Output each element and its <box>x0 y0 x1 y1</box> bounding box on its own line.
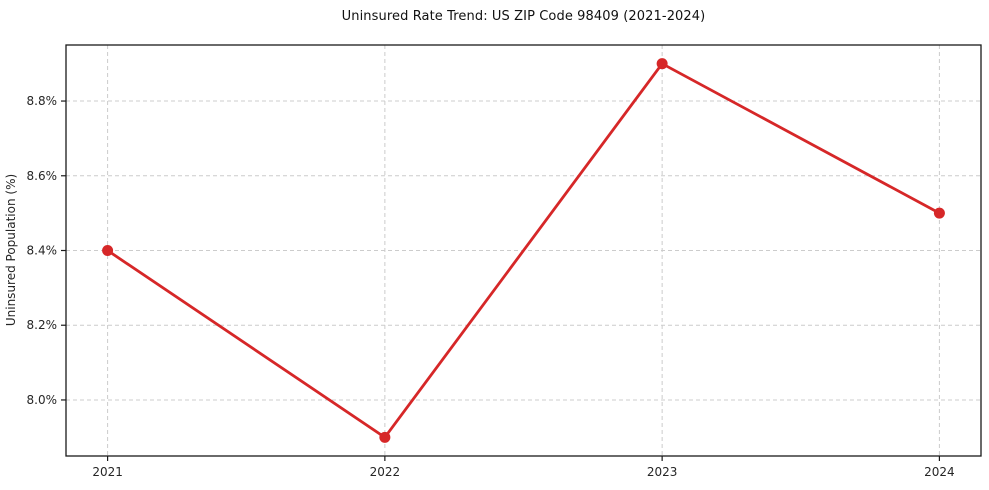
y-tick-label: 8.6% <box>27 169 58 183</box>
x-tick-label: 2024 <box>924 465 955 479</box>
x-tick-label: 2021 <box>92 465 123 479</box>
data-point-marker <box>656 58 668 70</box>
y-tick-labels: 8.0% 8.2% 8.4% 8.6% 8.8% <box>27 94 58 407</box>
trend-line <box>106 62 941 439</box>
plot-border <box>65 44 982 457</box>
x-tick-labels: 2021 2022 2023 2024 <box>92 465 954 479</box>
tick-marks <box>61 100 941 461</box>
data-point-marker <box>379 431 391 443</box>
x-tick-label: 2023 <box>647 465 678 479</box>
chart-title: Uninsured Rate Trend: US ZIP Code 98409 … <box>341 9 706 24</box>
y-tick-label: 8.0% <box>27 393 58 407</box>
data-point-marker <box>933 207 945 219</box>
x-tick-label: 2022 <box>370 465 401 479</box>
y-axis-title: Uninsured Population (%) <box>4 174 18 326</box>
y-tick-label: 8.2% <box>27 318 58 332</box>
data-point-marker <box>102 245 114 256</box>
y-tick-label: 8.8% <box>27 94 58 108</box>
data-point-markers <box>102 58 945 443</box>
y-tick-label: 8.4% <box>27 244 58 258</box>
